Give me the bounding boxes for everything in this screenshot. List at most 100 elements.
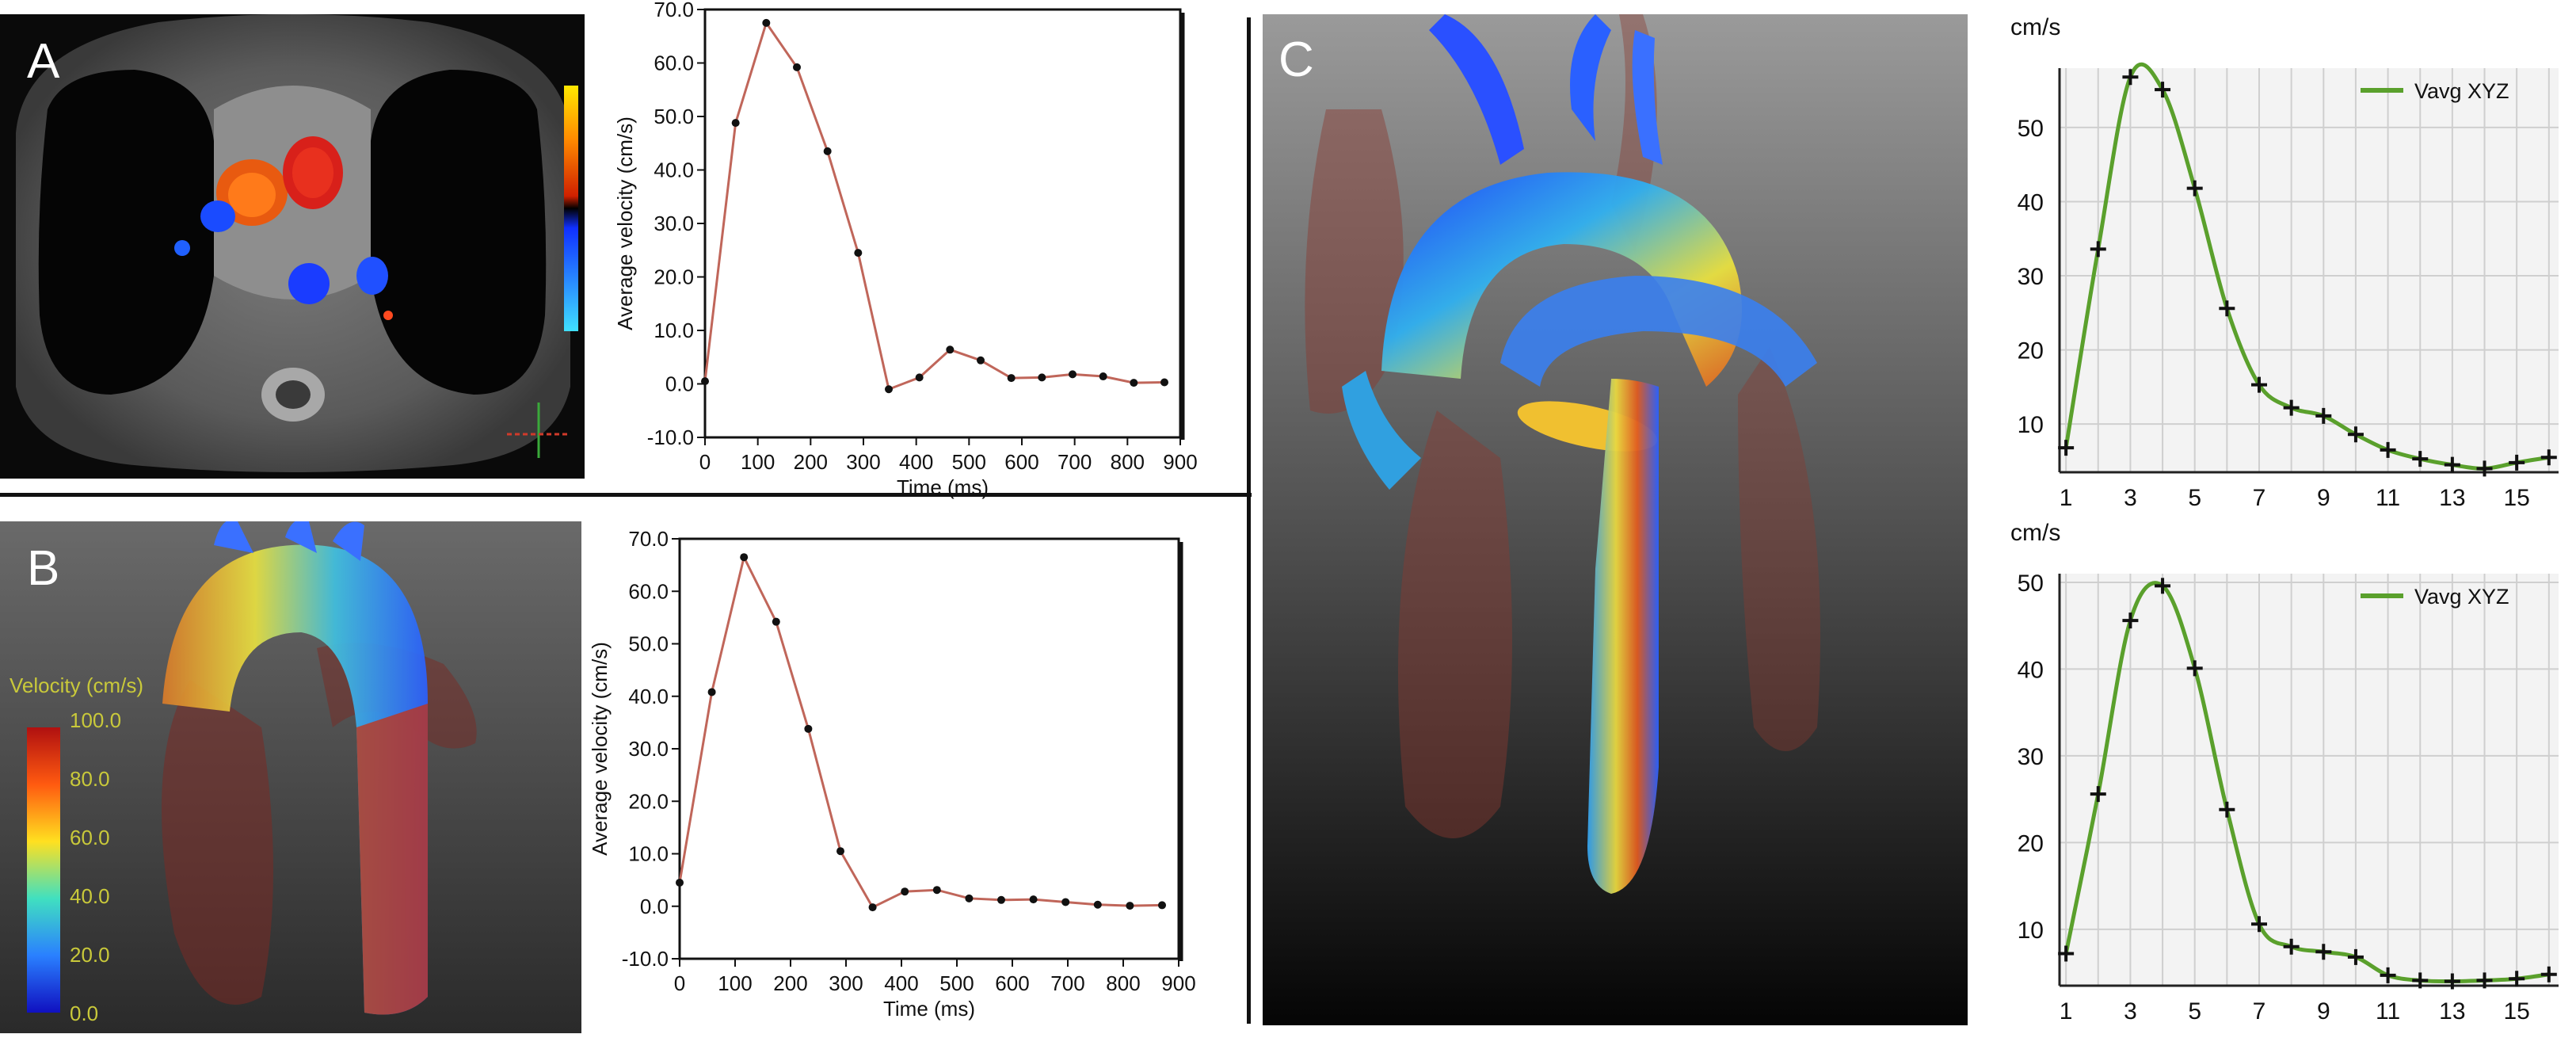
y-tick-label: -10.0	[647, 425, 694, 449]
x-tick-label: 11	[2376, 485, 2400, 511]
data-point	[2155, 578, 2171, 594]
data-point	[731, 119, 740, 128]
data-point	[804, 724, 813, 733]
data-point	[854, 249, 863, 258]
data-point	[2412, 451, 2429, 467]
data-point	[932, 886, 941, 895]
data-point	[2090, 786, 2106, 803]
data-point	[1126, 902, 1134, 910]
y-tick-label: 30	[2018, 264, 2044, 290]
data-point	[823, 147, 832, 155]
chart-a-average-velocity: -10.0 0.0 10.0 20.0 30.0 40.0 50.0 60.0 70.0 0 100…	[613, 0, 1198, 499]
data-point	[2347, 426, 2364, 443]
data-point	[772, 617, 780, 626]
y-tick-label: 30	[2018, 744, 2044, 770]
data-point	[1029, 895, 1038, 904]
data-point	[977, 356, 985, 364]
data-point	[2315, 944, 2332, 960]
data-point	[2380, 967, 2396, 983]
data-point	[2155, 82, 2171, 98]
x-tick-label: 500	[952, 450, 986, 474]
x-tick-label: 700	[1050, 971, 1084, 995]
data-point	[2090, 241, 2106, 258]
x-tick-label: 300	[829, 971, 863, 995]
data-point	[2412, 972, 2429, 989]
y-tick-label: 10.0	[628, 842, 669, 866]
data-point	[2509, 454, 2525, 471]
x-tick-label: 600	[995, 971, 1029, 995]
panel-b-letter: B	[27, 541, 60, 596]
x-tick-label: 13	[2439, 485, 2465, 511]
x-tick-label: 3	[2124, 485, 2137, 511]
data-point	[2315, 407, 2332, 424]
data-point	[2540, 966, 2557, 983]
y-tick-label: 50	[2018, 570, 2044, 597]
data-point	[2251, 916, 2267, 933]
x-tick-label: 100	[741, 450, 775, 474]
data-point	[2444, 973, 2460, 990]
y-axis-label: Average velocity (cm/s)	[588, 642, 612, 856]
data-point	[836, 847, 844, 856]
data-point	[1160, 378, 1168, 387]
data-point	[2444, 456, 2460, 473]
data-point	[1069, 370, 1077, 379]
y-tick-label: 20	[2018, 338, 2044, 364]
data-point	[676, 878, 684, 887]
data-point	[1099, 372, 1107, 381]
data-point	[707, 688, 716, 696]
unit-label: cm/s	[2010, 520, 2060, 546]
x-tick-label: 15	[2503, 998, 2529, 1025]
data-point	[901, 887, 909, 896]
data-point	[2186, 660, 2203, 677]
x-tick-label: 300	[846, 450, 880, 474]
x-tick-label: 7	[2253, 485, 2266, 511]
data-point	[1038, 373, 1046, 382]
data-point	[762, 18, 771, 27]
x-tick-label: 600	[1004, 450, 1038, 474]
series-line	[703, 20, 1165, 391]
data-point	[885, 385, 893, 394]
x-tick-label: 9	[2317, 998, 2330, 1025]
data-point	[2476, 460, 2493, 477]
y-tick-label: 20.0	[654, 265, 694, 289]
data-point	[2540, 449, 2557, 466]
data-point	[2122, 612, 2139, 629]
x-tick-label: 0	[699, 450, 711, 474]
x-tick-label: 0	[674, 971, 685, 995]
x-tick-label: 900	[1161, 971, 1195, 995]
y-tick-label: 60.0	[628, 579, 669, 603]
x-axis-label: Time (ms)	[883, 997, 975, 1021]
x-tick-label: 100	[718, 971, 752, 995]
colorbar-tick: 40.0	[70, 884, 110, 908]
y-tick-label: 40	[2018, 657, 2044, 683]
data-point	[2283, 938, 2300, 955]
x-axis-label: Time (ms)	[897, 475, 989, 499]
x-tick-label: 15	[2503, 485, 2529, 511]
y-tick-label: 40.0	[628, 685, 669, 708]
panel-a-mri-image	[0, 14, 585, 479]
chart-b-average-velocity: -10.0 0.0 10.0 20.0 30.0 40.0 50.0 60.0 70.0 0 100…	[588, 527, 1196, 1021]
data-point	[2219, 300, 2235, 317]
panel-b-flow-render	[0, 521, 581, 1033]
y-axis-label: Average velocity (cm/s)	[613, 116, 637, 330]
x-tick-label: 9	[2317, 485, 2330, 511]
y-tick-label: 70.0	[628, 527, 669, 551]
data-point	[2186, 180, 2203, 197]
colorbar-title: Velocity (cm/s)	[10, 674, 144, 697]
y-tick-label: 20	[2018, 830, 2044, 857]
unit-label: cm/s	[2010, 14, 2060, 40]
plot-background	[2060, 68, 2559, 472]
y-tick-label: 0.0	[640, 895, 669, 918]
panel-divider-vertical	[1247, 17, 1251, 1024]
plot-background	[2060, 574, 2559, 986]
data-point	[2122, 69, 2139, 86]
y-tick-label: 10	[2018, 412, 2044, 438]
y-tick-label: 10	[2018, 918, 2044, 944]
x-tick-label: 200	[773, 971, 807, 995]
data-point	[2380, 441, 2396, 458]
data-point	[915, 373, 924, 382]
data-point	[2058, 945, 2075, 962]
y-tick-label: 0.0	[665, 372, 694, 396]
